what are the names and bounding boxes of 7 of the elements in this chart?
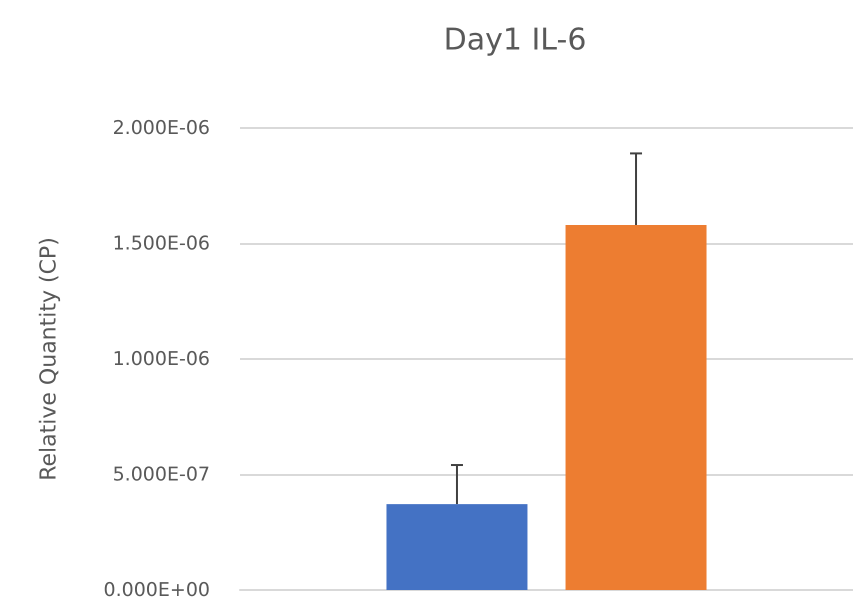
y-tick-label: 5.000E-07 xyxy=(112,464,210,486)
y-tick-label: 1.000E-06 xyxy=(112,348,210,370)
y-axis-title: Relative Quantity (CP) xyxy=(36,237,62,481)
y-tick-label: 0.000E+00 xyxy=(104,579,210,601)
y-tick-label: 2.000E-06 xyxy=(112,117,210,139)
chart-title: Day1 IL-6 xyxy=(444,22,586,58)
y-tick-label: 1.500E-06 xyxy=(112,232,210,254)
